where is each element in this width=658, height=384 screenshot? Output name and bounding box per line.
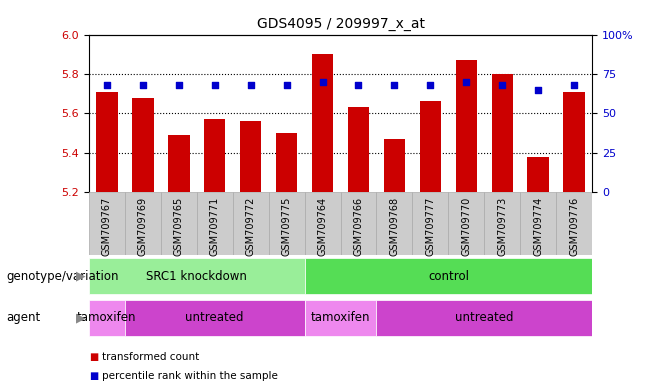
Text: transformed count: transformed count [102, 352, 199, 362]
Text: GSM709770: GSM709770 [461, 197, 471, 256]
Text: ■: ■ [89, 371, 98, 381]
Point [353, 82, 364, 88]
Bar [168, 135, 190, 192]
Text: agent: agent [7, 311, 41, 324]
Bar [204, 119, 226, 192]
Text: GSM709772: GSM709772 [245, 197, 255, 257]
Bar [520, 192, 556, 255]
Text: untreated: untreated [455, 311, 514, 324]
Bar [556, 192, 592, 255]
Bar [276, 133, 297, 192]
Bar [305, 258, 592, 295]
Point [174, 82, 184, 88]
Bar [455, 60, 477, 192]
Text: GSM709775: GSM709775 [282, 197, 291, 257]
Bar [376, 192, 413, 255]
Text: GSM709771: GSM709771 [210, 197, 220, 256]
Bar [305, 300, 376, 336]
Bar [448, 192, 484, 255]
Title: GDS4095 / 209997_x_at: GDS4095 / 209997_x_at [257, 17, 424, 31]
Text: GSM709769: GSM709769 [138, 197, 148, 256]
Text: tamoxifen: tamoxifen [77, 311, 137, 324]
Bar [161, 192, 197, 255]
Bar [125, 300, 305, 336]
Bar [376, 300, 592, 336]
Text: GSM709767: GSM709767 [102, 197, 112, 256]
Point [138, 82, 148, 88]
Bar [420, 101, 441, 192]
Text: ▶: ▶ [76, 270, 86, 283]
Bar [132, 98, 153, 192]
Bar [89, 300, 125, 336]
Point [282, 82, 292, 88]
Point [317, 79, 328, 85]
Text: untreated: untreated [186, 311, 244, 324]
Bar [197, 192, 233, 255]
Bar [341, 192, 376, 255]
Text: tamoxifen: tamoxifen [311, 311, 370, 324]
Point [569, 82, 580, 88]
Text: GSM709765: GSM709765 [174, 197, 184, 256]
Text: GSM709764: GSM709764 [318, 197, 328, 256]
Text: control: control [428, 270, 469, 283]
Text: GSM709766: GSM709766 [353, 197, 363, 256]
Point [245, 82, 256, 88]
Point [389, 82, 399, 88]
Point [461, 79, 472, 85]
Bar [312, 54, 334, 192]
Text: genotype/variation: genotype/variation [7, 270, 119, 283]
Bar [347, 108, 369, 192]
Point [101, 82, 112, 88]
Point [533, 87, 544, 93]
Text: GSM709777: GSM709777 [426, 197, 436, 257]
Bar [492, 74, 513, 192]
Text: percentile rank within the sample: percentile rank within the sample [102, 371, 278, 381]
Text: SRC1 knockdown: SRC1 knockdown [146, 270, 247, 283]
Point [209, 82, 220, 88]
Bar [484, 192, 520, 255]
Bar [233, 192, 268, 255]
Bar [96, 92, 118, 192]
Text: ■: ■ [89, 352, 98, 362]
Bar [89, 258, 305, 295]
Text: GSM709774: GSM709774 [533, 197, 544, 256]
Text: GSM709776: GSM709776 [569, 197, 579, 256]
Bar [528, 157, 549, 192]
Point [497, 82, 507, 88]
Bar [413, 192, 448, 255]
Text: GSM709768: GSM709768 [390, 197, 399, 256]
Bar [268, 192, 305, 255]
Bar [305, 192, 341, 255]
Bar [384, 139, 405, 192]
Bar [89, 192, 125, 255]
Text: ▶: ▶ [76, 311, 86, 324]
Text: GSM709773: GSM709773 [497, 197, 507, 256]
Bar [240, 121, 261, 192]
Point [425, 82, 436, 88]
Bar [125, 192, 161, 255]
Bar [563, 92, 585, 192]
